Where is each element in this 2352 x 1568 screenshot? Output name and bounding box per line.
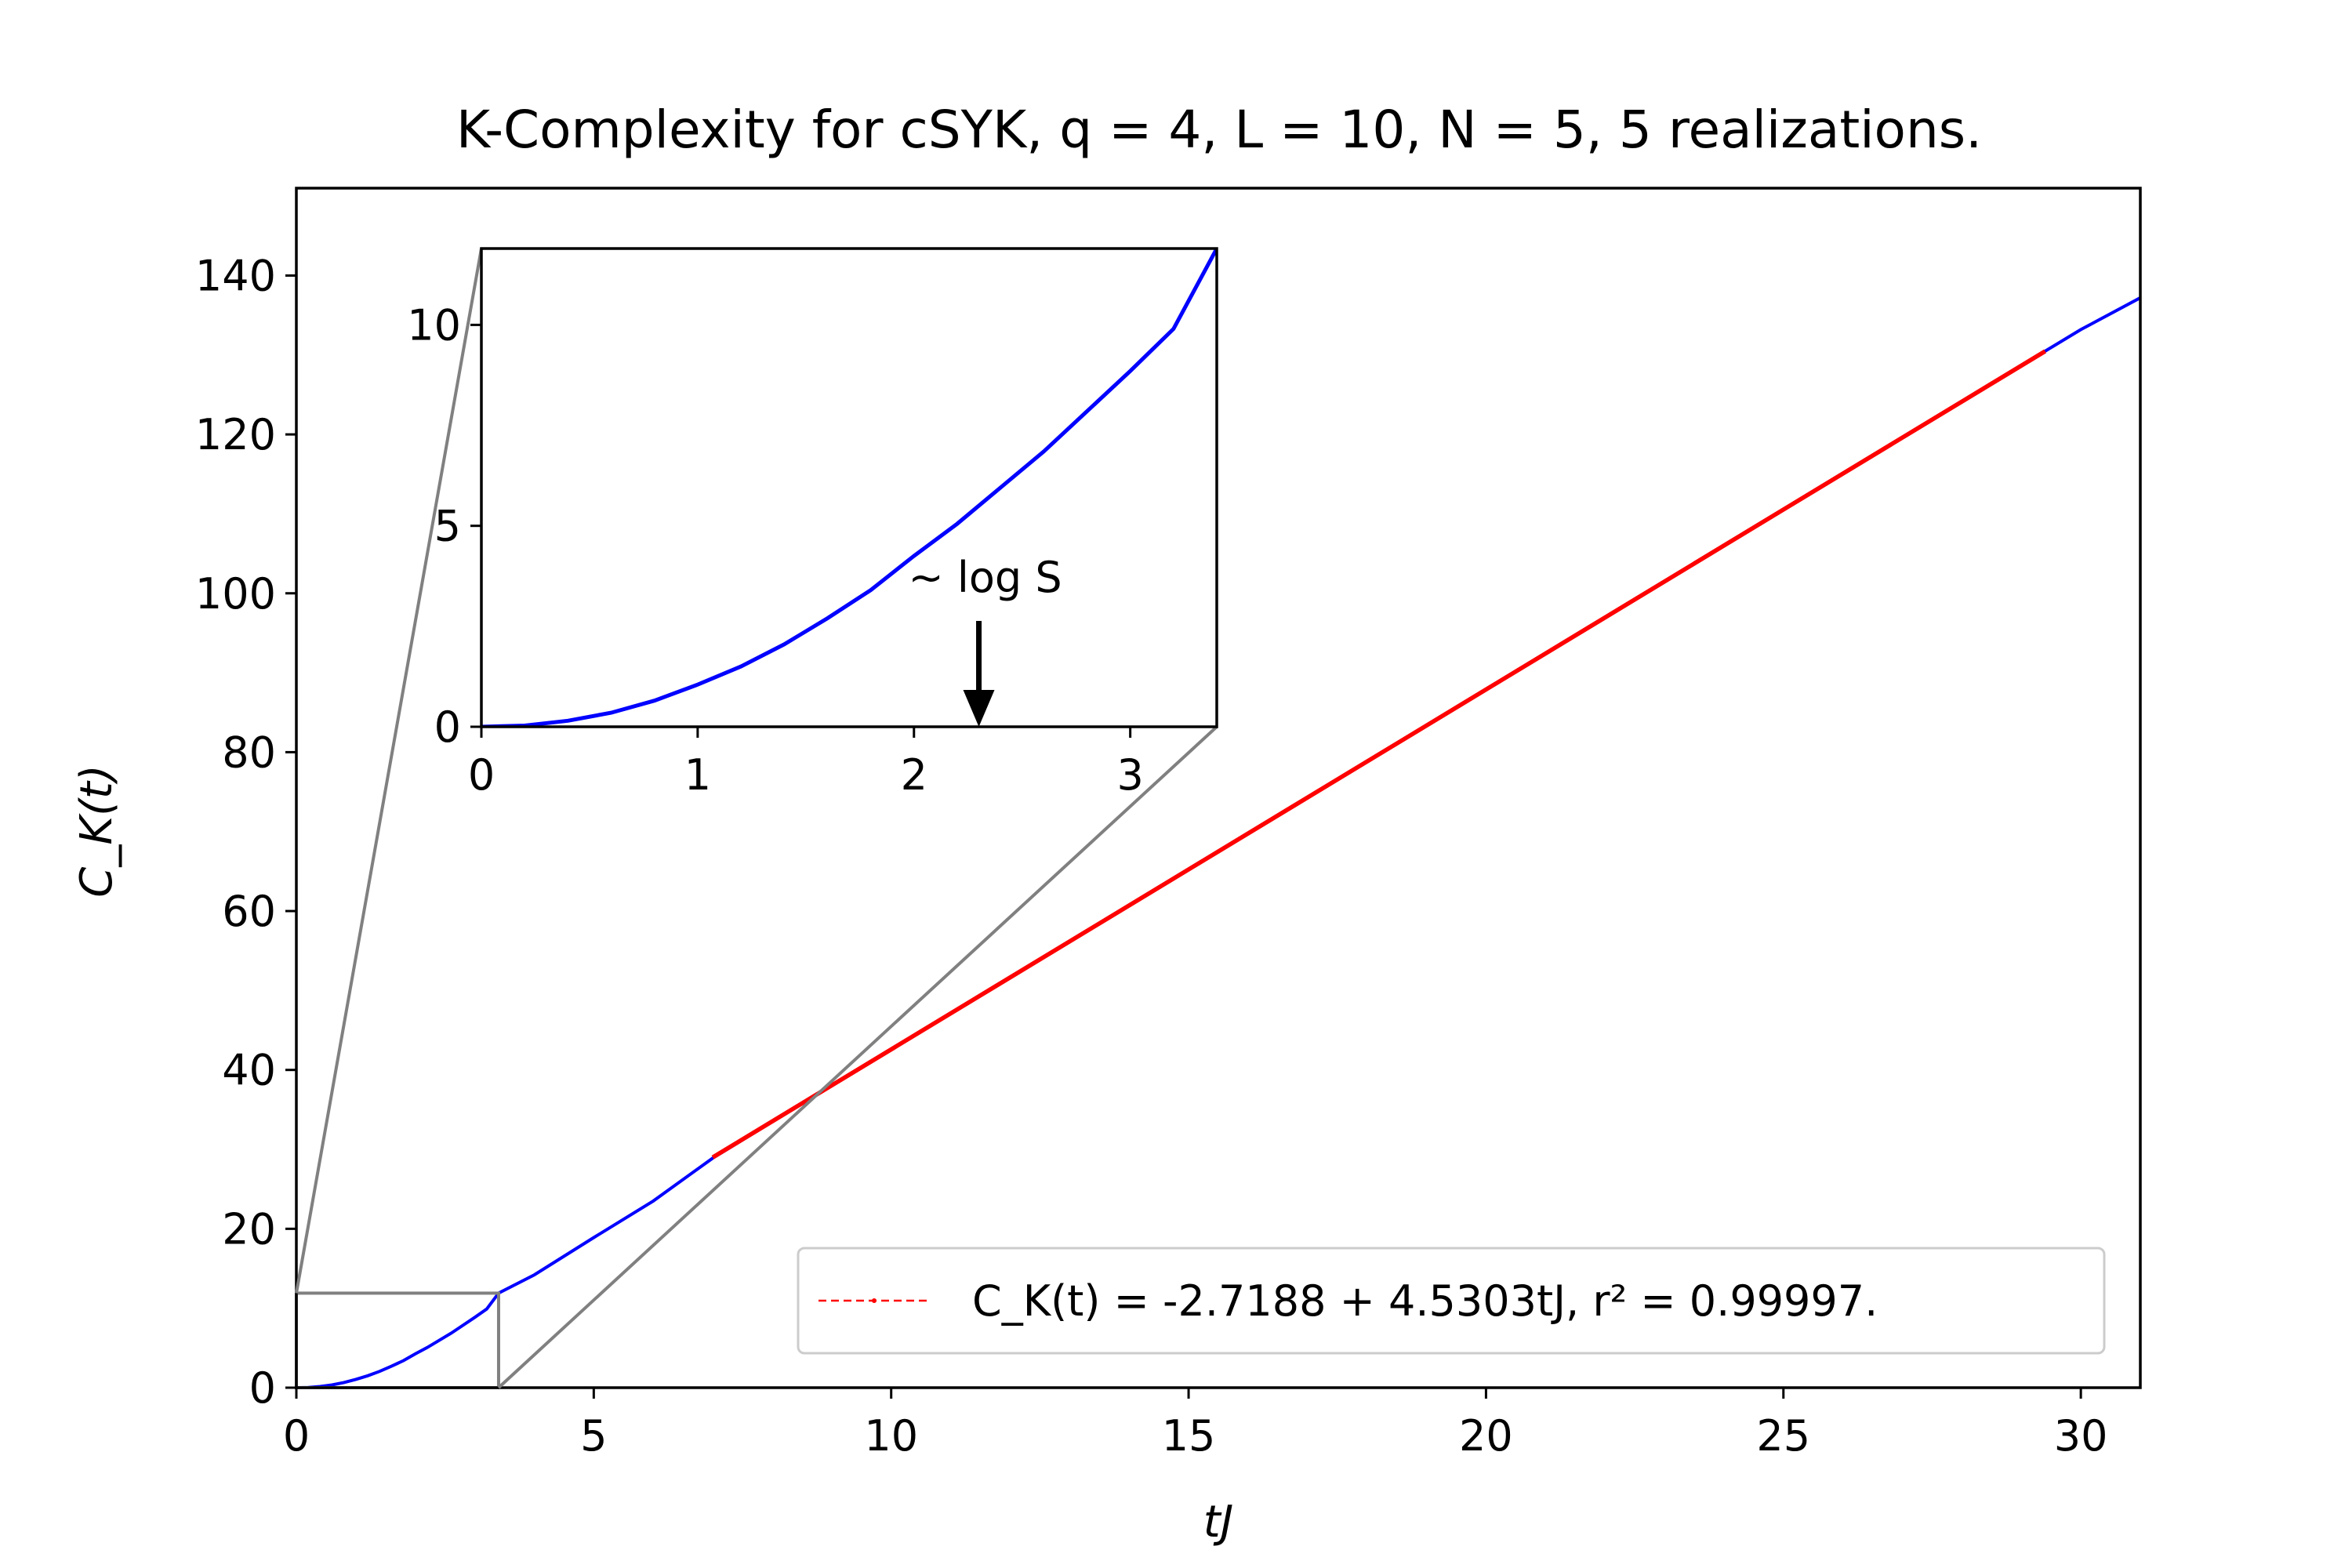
x-axis-label: tJ (1203, 1497, 1233, 1548)
legend-fit-marker (872, 1298, 877, 1303)
y-axis-label: C_K(t) (71, 764, 122, 897)
legend-fit-label: C_K(t) = -2.7188 + 4.5303tJ, r² = 0.9999… (972, 1276, 1878, 1326)
fit-line (711, 349, 2047, 1160)
y-tick-label: 100 (195, 569, 276, 619)
x-tick-label: 0 (283, 1411, 310, 1461)
inset-x-tick-label: 1 (684, 750, 711, 800)
x-tick-label: 5 (580, 1411, 607, 1461)
legend-box (797, 1247, 2106, 1355)
legend: C_K(t) = -2.7188 + 4.5303tJ, r² = 0.9999… (797, 1247, 2106, 1355)
inset-frame (480, 247, 1218, 728)
inset-background (481, 249, 1217, 727)
zoom-connector-bottom-right (497, 725, 1218, 1389)
chart-title: K-Complexity for cSYK, q = 4, L = 10, N … (456, 100, 1982, 160)
y-tick-label: 60 (222, 887, 276, 936)
x-tick-label: 30 (2054, 1411, 2108, 1461)
inset-x-tick-label: 3 (1116, 750, 1143, 800)
inset-x-tick-label: 0 (468, 750, 495, 800)
y-tick-label: 80 (222, 728, 276, 777)
y-tick-label: 140 (195, 251, 276, 300)
x-tick-label: 20 (1459, 1411, 1513, 1461)
zoom-connector-top-left (295, 248, 483, 1294)
x-tick-label: 10 (864, 1411, 918, 1461)
zoom-connector-lines (295, 248, 1218, 1389)
y-tick-label: 40 (222, 1046, 276, 1095)
inset-y-tick-label: 0 (434, 702, 461, 752)
x-tick-label: 25 (1756, 1411, 1810, 1461)
y-tick-label: 120 (195, 410, 276, 459)
annotation-arrow-head (963, 690, 995, 727)
x-tick-label: 15 (1162, 1411, 1216, 1461)
inset-plot-area: 0 1 2 3 0 5 10 ~ log S (407, 247, 1218, 800)
inset-data-line (481, 249, 1217, 727)
inset-x-tick-label: 2 (901, 750, 927, 800)
main-plot-frame (295, 187, 2142, 1389)
y-tick-label: 20 (222, 1204, 276, 1254)
inset-y-tick-label: 10 (407, 300, 461, 350)
inset-y-tick-label: 5 (434, 502, 461, 551)
annotation-label: ~ log S (908, 553, 1062, 602)
y-tick-label: 0 (249, 1363, 276, 1413)
